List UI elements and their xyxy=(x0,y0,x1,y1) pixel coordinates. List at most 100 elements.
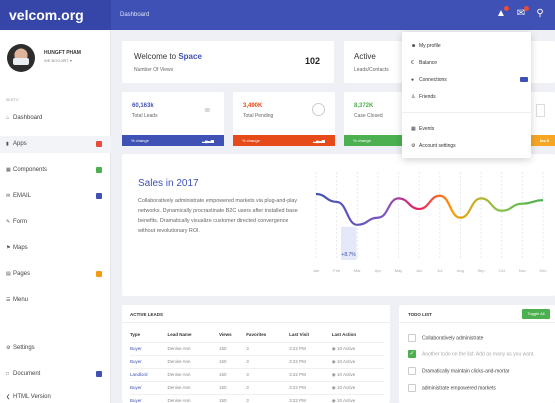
todo-item[interactable]: Dramatically maintain clicks-and-mortar xyxy=(408,367,510,381)
table-row[interactable]: Buyer Denise Ann 150 3 3:22 PM ◉ 10 Active xyxy=(130,394,384,403)
avatar[interactable] xyxy=(7,44,35,72)
col-last-action[interactable]: Last Action xyxy=(332,328,384,342)
todo-text: administrate empowered markets xyxy=(422,385,496,391)
pages-badge xyxy=(96,271,102,277)
sidebar-item-settings[interactable]: ⚙ Settings xyxy=(0,340,111,357)
sidebar-item-components[interactable]: ▦ Components xyxy=(0,162,111,179)
cell-type[interactable]: Buyer xyxy=(130,394,168,403)
col-type[interactable]: Type xyxy=(130,328,168,342)
cell-lead-name: Denise Ann xyxy=(168,381,219,394)
sidebar-item-maps[interactable]: ⚑ Maps xyxy=(0,240,111,257)
cell-last-action: ◉ 10 Active xyxy=(332,342,384,355)
brand-logo[interactable]: velcom.org xyxy=(0,0,111,30)
cell-last-visit: 3:22 PM xyxy=(289,381,332,394)
todo-title: TODO LIST xyxy=(408,312,432,317)
gear-icon: ⚙ xyxy=(6,340,13,357)
connections-badge xyxy=(520,77,528,82)
user-role-dropdown[interactable]: WE BOGJIRT ▾ xyxy=(44,58,72,63)
menu-item-label: Connections xyxy=(419,77,447,83)
active-subtitle: Leads/Contacts xyxy=(354,67,389,73)
home-icon: ⌂ xyxy=(6,110,13,127)
profile-dropdown-menu: ☻ My profile € Balance ● Connections ♙ Frien… xyxy=(402,32,531,158)
stat-change-label: % change xyxy=(353,138,371,143)
x-tick-label: Mar xyxy=(354,268,362,273)
mail-badge xyxy=(524,6,529,11)
cell-type[interactable]: Buyer xyxy=(130,342,168,355)
cell-type[interactable]: Landlord xyxy=(130,368,168,381)
stat-value: 60,163k xyxy=(132,103,154,109)
col-lead-name[interactable]: Lead Name xyxy=(168,328,219,342)
menu-item-events[interactable]: ▦ Events xyxy=(411,123,434,135)
sidebar-item-menu[interactable]: ☰ Menu xyxy=(0,292,111,309)
x-tick-label: Feb xyxy=(333,268,341,273)
menu-item-account-settings[interactable]: ⚙ Account settings xyxy=(411,140,456,152)
menu-item-connections[interactable]: ● Connections xyxy=(411,74,531,86)
sidebar-item-email[interactable]: ✉ EMAIL xyxy=(0,188,111,205)
table-row[interactable]: Buyer Denise Ann 150 3 3:22 PM ◉ 10 Active xyxy=(130,342,384,355)
compass-icon xyxy=(312,103,325,116)
todo-item[interactable]: administrate empowered markets xyxy=(408,384,496,398)
search-icon[interactable]: ⚲ xyxy=(534,8,546,20)
todo-checkbox[interactable] xyxy=(408,384,416,392)
stat-change-label: % change xyxy=(242,138,260,143)
chart-annotation: +8.7% xyxy=(341,252,356,258)
x-tick-label: Apr xyxy=(375,268,382,273)
col-last-visit[interactable]: Last Visit xyxy=(289,328,332,342)
menu-icon: ☰ xyxy=(6,292,13,309)
todo-item[interactable]: Collaboratively administrate xyxy=(408,334,483,348)
cell-favorites: 3 xyxy=(246,355,289,368)
menu-item-label: Balance xyxy=(419,60,437,66)
mail-icon[interactable]: ✉ xyxy=(515,8,527,20)
sidebar-item-dashboard[interactable]: ⌂ Dashboard xyxy=(0,110,111,127)
col-views[interactable]: Views xyxy=(219,328,246,342)
cell-views: 150 xyxy=(219,368,246,381)
cell-last-visit: 3:22 PM xyxy=(289,394,332,403)
cell-views: 150 xyxy=(219,394,246,403)
x-tick-label: Jun xyxy=(416,268,422,273)
sidebar-item-html-version[interactable]: ❮ HTML Version xyxy=(0,391,111,403)
todo-checkbox-checked[interactable]: ✓ xyxy=(408,350,416,358)
welcome-card: Welcome to Space Number Of Views 102 xyxy=(122,41,334,83)
todo-checkbox[interactable] xyxy=(408,334,416,342)
sidebar-item-label: Menu xyxy=(13,297,28,303)
calendar-icon: ▦ xyxy=(411,123,419,135)
todo-item[interactable]: ✓ Another todo on the list. Add as many a… xyxy=(408,350,553,364)
form-icon: ✎ xyxy=(6,214,13,231)
stat-change-label: % change xyxy=(131,138,149,143)
sidebar-item-label: Form xyxy=(13,219,27,225)
welcome-subtitle: Number Of Views xyxy=(134,67,173,73)
table-row[interactable]: Landlord Denise Ann 150 3 3:22 PM ◉ 10 Active xyxy=(130,368,384,381)
toggle-all-button[interactable]: Toggle All xyxy=(522,309,550,319)
user-icon: ☻ xyxy=(411,40,419,52)
cell-last-action: ◉ 10 Active xyxy=(332,394,384,403)
todo-checkbox[interactable] xyxy=(408,367,416,375)
sales-series-line xyxy=(316,194,543,225)
x-tick-label: Sep xyxy=(478,268,486,273)
sidebar-item-apps[interactable]: ▮ Apps xyxy=(0,136,111,153)
menu-item-friends[interactable]: ♙ Friends xyxy=(411,91,436,103)
divider xyxy=(399,322,555,323)
active-title: Active xyxy=(354,52,376,61)
paperclip-icon: ⚭ xyxy=(203,104,212,117)
menu-divider xyxy=(402,112,531,113)
sidebar-item-label: HTML Version xyxy=(13,394,51,400)
stat-card-total-leads: 60,163k Total Leads ⚭ % change ▂▄▃▅ xyxy=(122,92,224,146)
cell-type[interactable]: Buyer xyxy=(130,381,168,394)
breadcrumb[interactable]: Dashboard xyxy=(120,0,149,30)
menu-item-my-profile[interactable]: ☻ My profile xyxy=(411,40,441,52)
cell-last-action: ◉ 10 Active xyxy=(332,355,384,368)
cell-type[interactable]: Buyer xyxy=(130,355,168,368)
bell-icon[interactable]: ▲ xyxy=(495,8,507,20)
col-favorites[interactable]: Favorites xyxy=(246,328,289,342)
cell-favorites: 3 xyxy=(246,394,289,403)
components-badge xyxy=(96,167,102,173)
table-row[interactable]: Buyer Denise Ann 150 3 3:22 PM ◉ 10 Active xyxy=(130,355,384,368)
x-tick-label: Jan xyxy=(313,268,319,273)
sidebar-item-form[interactable]: ✎ Form xyxy=(0,214,111,231)
menu-item-balance[interactable]: € Balance xyxy=(411,57,437,69)
stat-label: Case Closed xyxy=(354,113,383,119)
table-row[interactable]: Buyer Denise Ann 150 3 3:22 PM ◉ 10 Active xyxy=(130,381,384,394)
sidebar-item-pages[interactable]: ▤ Pages xyxy=(0,266,111,283)
sidebar-item-document[interactable]: □ Document xyxy=(0,366,111,383)
welcome-title: Welcome to Space xyxy=(134,52,202,61)
